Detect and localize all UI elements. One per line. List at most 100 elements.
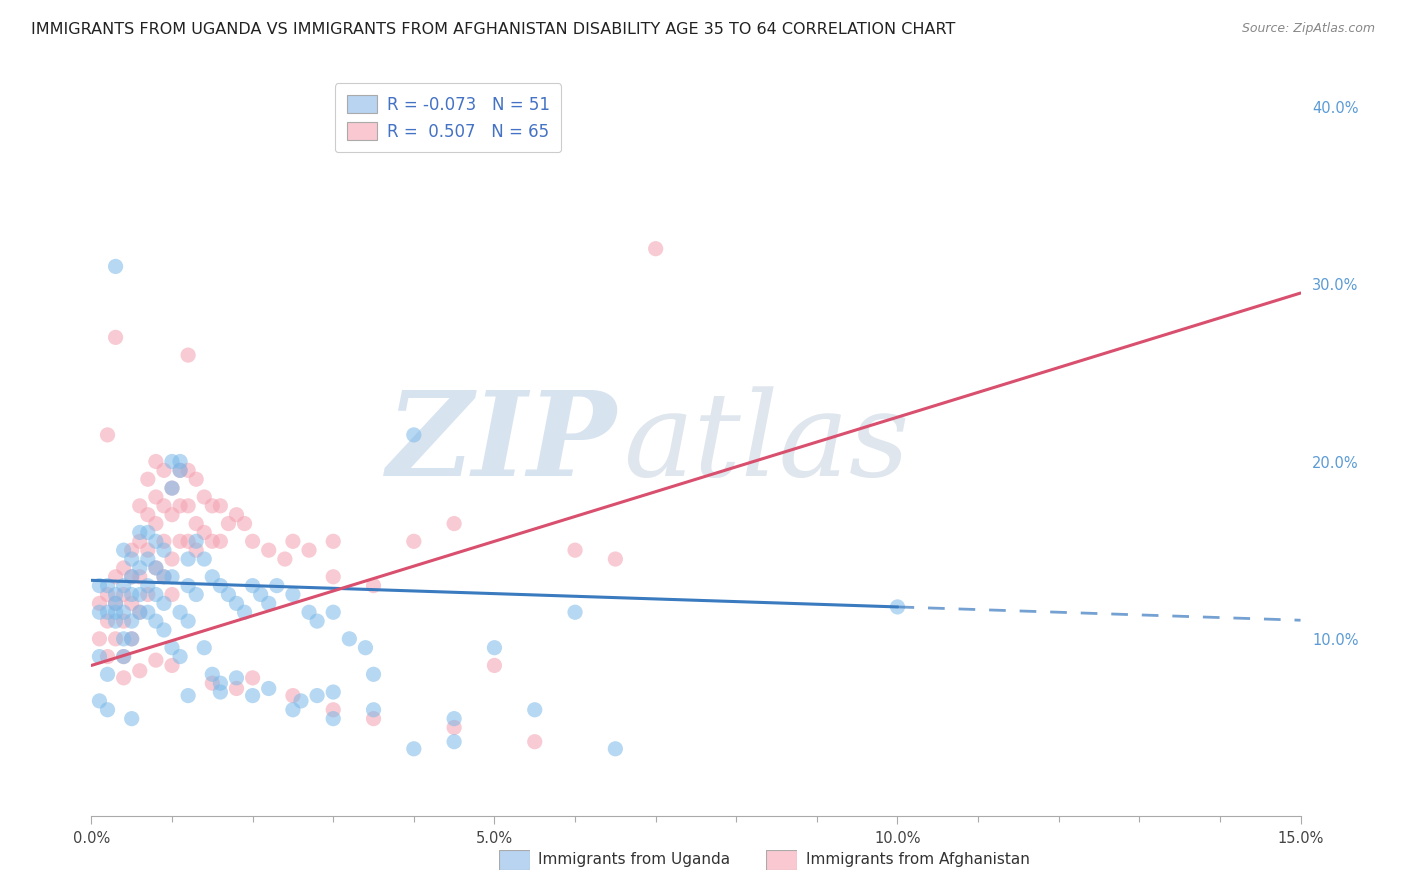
Point bbox=[112, 579, 135, 593]
Point bbox=[169, 463, 191, 477]
Point bbox=[153, 543, 176, 558]
Point bbox=[363, 667, 385, 681]
Point bbox=[186, 516, 208, 531]
Point bbox=[89, 694, 111, 708]
Point bbox=[564, 543, 586, 558]
Point bbox=[121, 614, 143, 628]
Point bbox=[201, 676, 224, 690]
Point bbox=[177, 552, 200, 566]
Point bbox=[104, 596, 127, 610]
Point bbox=[523, 735, 546, 749]
Point bbox=[112, 605, 135, 619]
Point bbox=[186, 543, 208, 558]
Point bbox=[266, 579, 288, 593]
Point bbox=[96, 587, 118, 601]
Point bbox=[121, 570, 143, 584]
Point bbox=[153, 499, 176, 513]
Point bbox=[145, 534, 167, 549]
Point bbox=[96, 605, 118, 619]
Point bbox=[112, 649, 135, 664]
Point bbox=[169, 605, 191, 619]
Point bbox=[225, 596, 247, 610]
Point bbox=[128, 587, 150, 601]
Point bbox=[136, 579, 159, 593]
Point bbox=[96, 703, 118, 717]
Point bbox=[201, 499, 224, 513]
Point bbox=[201, 570, 224, 584]
Point bbox=[89, 605, 111, 619]
Point bbox=[242, 579, 264, 593]
Text: Immigrants from Uganda: Immigrants from Uganda bbox=[538, 853, 731, 867]
Point bbox=[281, 534, 304, 549]
Point bbox=[169, 454, 191, 468]
Point bbox=[96, 667, 118, 681]
Point bbox=[96, 579, 118, 593]
Point bbox=[169, 499, 191, 513]
Point bbox=[443, 721, 465, 735]
Text: ZIP: ZIP bbox=[387, 386, 617, 501]
Point bbox=[96, 649, 118, 664]
Point bbox=[233, 605, 256, 619]
Point bbox=[121, 570, 143, 584]
Point bbox=[443, 516, 465, 531]
Point bbox=[177, 614, 200, 628]
Point bbox=[186, 534, 208, 549]
Point bbox=[209, 579, 232, 593]
Point bbox=[225, 681, 247, 696]
Point bbox=[89, 579, 111, 593]
Point bbox=[169, 463, 191, 477]
Point bbox=[644, 242, 666, 256]
Point bbox=[128, 605, 150, 619]
Point bbox=[136, 552, 159, 566]
Point bbox=[605, 552, 627, 566]
Point bbox=[160, 570, 183, 584]
Point bbox=[177, 689, 200, 703]
Point bbox=[186, 472, 208, 486]
Point bbox=[128, 664, 150, 678]
Point bbox=[402, 741, 425, 756]
Point bbox=[160, 552, 183, 566]
Point bbox=[136, 508, 159, 522]
Point bbox=[136, 472, 159, 486]
Point bbox=[257, 596, 280, 610]
Point bbox=[104, 614, 127, 628]
Point bbox=[145, 653, 167, 667]
Point bbox=[121, 543, 143, 558]
Point bbox=[363, 579, 385, 593]
Point bbox=[186, 587, 208, 601]
Point bbox=[307, 689, 329, 703]
Point bbox=[242, 671, 264, 685]
Point bbox=[322, 534, 344, 549]
Point bbox=[484, 640, 506, 655]
Point bbox=[136, 543, 159, 558]
Point bbox=[307, 614, 329, 628]
Point bbox=[89, 632, 111, 646]
Point bbox=[112, 587, 135, 601]
Point bbox=[104, 596, 127, 610]
Point bbox=[104, 587, 127, 601]
Point bbox=[177, 348, 200, 362]
Point bbox=[112, 561, 135, 575]
Point bbox=[274, 552, 297, 566]
Point bbox=[209, 676, 232, 690]
Point bbox=[298, 543, 321, 558]
Point bbox=[201, 534, 224, 549]
Point bbox=[136, 525, 159, 540]
Point bbox=[177, 534, 200, 549]
Point bbox=[177, 463, 200, 477]
Point bbox=[281, 689, 304, 703]
Point bbox=[281, 703, 304, 717]
Point bbox=[402, 428, 425, 442]
Point bbox=[443, 712, 465, 726]
Point bbox=[322, 685, 344, 699]
Point bbox=[363, 703, 385, 717]
Point bbox=[290, 694, 312, 708]
Point bbox=[217, 516, 239, 531]
Point bbox=[128, 570, 150, 584]
Point bbox=[281, 587, 304, 601]
Point bbox=[209, 499, 232, 513]
Point bbox=[128, 499, 150, 513]
Point bbox=[201, 667, 224, 681]
Point bbox=[121, 712, 143, 726]
Point bbox=[128, 525, 150, 540]
